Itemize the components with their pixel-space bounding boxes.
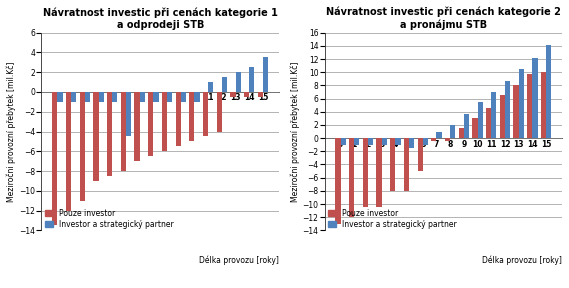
- Bar: [382, 138, 387, 145]
- Bar: [176, 92, 181, 146]
- Bar: [181, 92, 186, 102]
- Bar: [349, 138, 354, 217]
- Bar: [519, 69, 524, 138]
- Bar: [354, 138, 360, 145]
- Bar: [249, 67, 254, 92]
- Bar: [57, 92, 63, 102]
- Bar: [258, 92, 263, 97]
- Bar: [541, 72, 546, 138]
- Bar: [472, 118, 477, 138]
- Bar: [139, 92, 145, 102]
- Bar: [112, 92, 117, 102]
- Bar: [363, 138, 368, 207]
- Bar: [409, 138, 414, 148]
- Bar: [154, 92, 159, 102]
- Bar: [208, 82, 213, 92]
- Bar: [189, 92, 195, 141]
- Bar: [244, 92, 249, 97]
- Bar: [445, 138, 450, 141]
- Bar: [436, 132, 442, 138]
- Bar: [134, 92, 139, 161]
- Bar: [491, 92, 497, 138]
- Bar: [418, 138, 423, 171]
- Title: Návratnost investic při cenách kategorie 1
a odprodeji STB: Návratnost investic při cenách kategorie…: [43, 7, 278, 31]
- Bar: [230, 92, 236, 97]
- Bar: [93, 92, 98, 181]
- Bar: [66, 92, 71, 211]
- Bar: [486, 109, 491, 138]
- Legend: Pouze investor, Investor a strategický partner: Pouze investor, Investor a strategický p…: [328, 209, 457, 229]
- Bar: [195, 92, 200, 102]
- Bar: [85, 92, 90, 102]
- Y-axis label: Meziročni provozní přebytek [mil.Kč]: Meziročni provozní přebytek [mil.Kč]: [7, 61, 17, 202]
- Bar: [513, 85, 519, 138]
- Bar: [341, 138, 346, 145]
- Bar: [459, 128, 464, 138]
- Bar: [390, 138, 395, 191]
- Bar: [217, 92, 222, 132]
- Bar: [423, 138, 428, 145]
- Bar: [546, 45, 551, 138]
- Bar: [126, 92, 131, 137]
- Bar: [203, 92, 208, 137]
- Bar: [107, 92, 112, 176]
- Bar: [500, 95, 505, 138]
- Bar: [368, 138, 373, 145]
- Bar: [431, 138, 436, 141]
- Bar: [335, 138, 341, 224]
- Bar: [71, 92, 76, 102]
- Bar: [263, 57, 268, 92]
- Bar: [404, 138, 409, 191]
- Bar: [80, 92, 85, 201]
- Bar: [162, 92, 167, 151]
- Bar: [395, 138, 401, 145]
- Bar: [450, 125, 455, 138]
- Text: Délka provozu [roky]: Délka provozu [roky]: [482, 255, 562, 265]
- Bar: [533, 58, 538, 138]
- Bar: [377, 138, 382, 207]
- Bar: [505, 81, 510, 138]
- Bar: [236, 72, 241, 92]
- Y-axis label: Meziročni provozní přebytek [mil.Kč]: Meziročni provozní přebytek [mil.Kč]: [290, 61, 299, 202]
- Bar: [464, 114, 469, 138]
- Bar: [477, 102, 483, 138]
- Bar: [167, 92, 172, 102]
- Bar: [52, 92, 57, 226]
- Legend: Pouze investor, Investor a strategický partner: Pouze investor, Investor a strategický p…: [46, 209, 174, 229]
- Bar: [98, 92, 104, 102]
- Bar: [148, 92, 154, 156]
- Bar: [222, 77, 227, 92]
- Title: Návratnost investic při cenách kategorie 2
a pronájmu STB: Návratnost investic při cenách kategorie…: [326, 7, 561, 31]
- Bar: [121, 92, 126, 171]
- Bar: [527, 73, 533, 138]
- Text: Délka provozu [roky]: Délka provozu [roky]: [199, 255, 279, 265]
